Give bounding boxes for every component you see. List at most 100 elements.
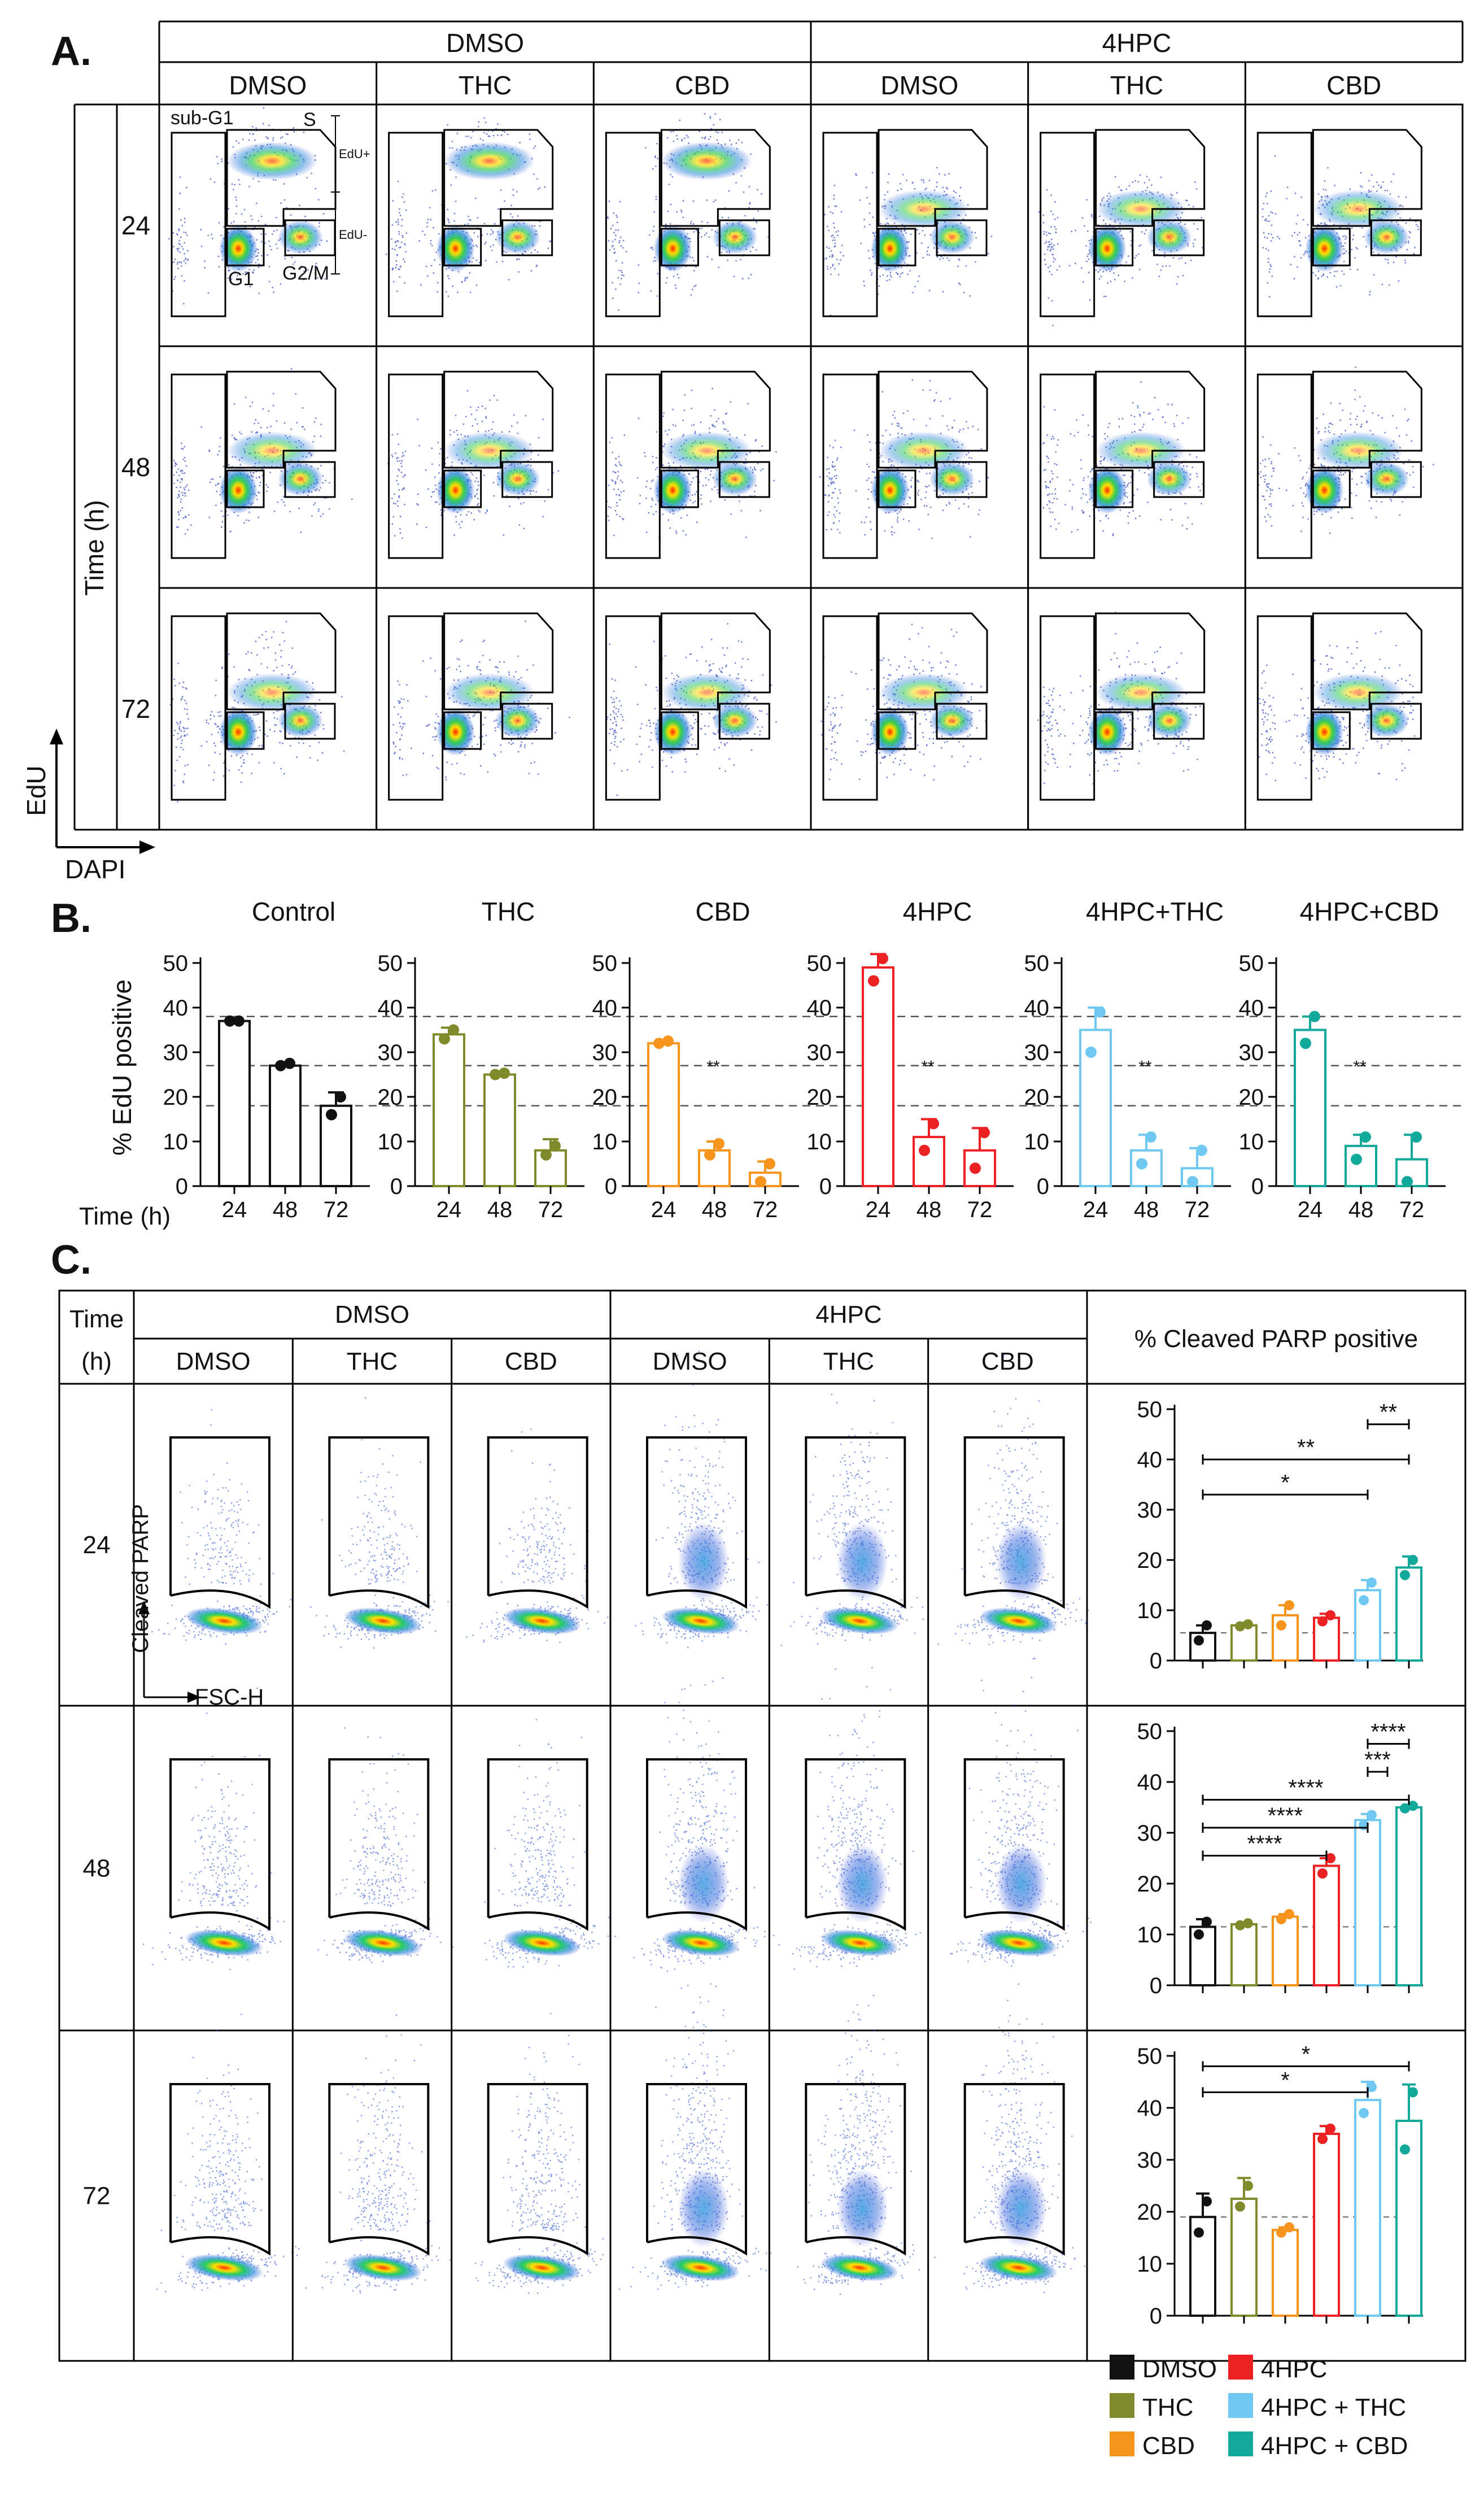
y-tick-label: 30	[1137, 1821, 1163, 1846]
cleaved-parp-gate	[805, 1758, 906, 1931]
data-point	[1367, 2082, 1377, 2093]
y-tick-label: 50	[378, 951, 403, 976]
scatter-dots	[633, 1677, 780, 1970]
debris-density	[343, 1929, 422, 1956]
debris-density	[503, 1607, 582, 1635]
sub-g1-gate	[171, 132, 226, 317]
y-tick-label: 0	[1150, 2304, 1162, 2329]
data-point	[1325, 1610, 1335, 1620]
data-point	[1276, 1620, 1286, 1631]
parp-density	[837, 2169, 888, 2248]
chart-title: 4HPC	[903, 897, 972, 926]
cleaved-parp-gate	[646, 1758, 747, 1931]
y-tick-label: 10	[1239, 1130, 1264, 1154]
data-point	[1194, 1635, 1204, 1646]
treatment-label-cbd: CBD	[1326, 71, 1381, 100]
y-tick-label: 0	[819, 1174, 832, 1199]
g1-gate	[443, 711, 482, 750]
significance-mark: ****	[1247, 1832, 1282, 1857]
y-tick-label: 30	[378, 1040, 403, 1065]
data-point	[326, 1109, 337, 1121]
data-point	[1367, 1810, 1377, 1820]
scatter-dots	[317, 1727, 453, 1963]
s-density	[1313, 190, 1404, 228]
flow-plot-48h-0	[158, 345, 378, 589]
g1-density	[436, 467, 475, 514]
flow-plot-24h-5	[1244, 103, 1464, 347]
y-tick-label: 40	[378, 996, 403, 1021]
flow-plot-48h-3	[810, 345, 1029, 589]
g1-density	[1305, 225, 1344, 272]
s-density	[1313, 432, 1404, 470]
y-tick-label: 20	[1137, 2200, 1163, 2225]
data-point	[970, 1162, 981, 1174]
y-tick-label: 10	[1137, 1923, 1163, 1947]
g1-gate	[443, 228, 482, 267]
s-gate	[226, 612, 337, 711]
data-point	[1351, 1153, 1362, 1165]
scatter-dots	[780, 1361, 924, 1646]
s-density	[227, 432, 317, 470]
data-point	[1359, 1595, 1369, 1606]
g1-gate	[878, 228, 916, 267]
cleaved-parp-gate	[169, 1758, 270, 1931]
scatter-dots	[635, 1350, 768, 1649]
chart-control: Control 0 10 20 30 40 50 24 48 72	[163, 897, 370, 1222]
bar	[1313, 1864, 1340, 1986]
chart-thc: THC 0 10 20 30 40 50 24 48 72	[378, 897, 584, 1222]
g1-density	[871, 708, 909, 756]
data-point	[224, 1015, 235, 1027]
chart-title: CBD	[695, 897, 750, 926]
legend-swatch-4hpc	[1228, 2355, 1253, 2380]
g2m-density	[1146, 220, 1192, 254]
data-point	[1367, 1577, 1377, 1588]
cleaved-parp-gate	[963, 1436, 1065, 1609]
significance-mark: **	[706, 1058, 720, 1077]
debris-density	[661, 1929, 740, 1956]
data-point	[233, 1015, 245, 1027]
sub-g1-gate	[822, 132, 878, 317]
g1-density	[1305, 708, 1344, 756]
y-tick-label: 50	[163, 951, 189, 976]
parp-plot-72h-3	[618, 1962, 772, 2290]
s-density	[661, 432, 752, 470]
gate-label-s: S	[303, 109, 316, 130]
debris-density	[979, 1929, 1058, 1956]
debris-density	[503, 2254, 582, 2281]
data-point	[1243, 1619, 1253, 1629]
g1-gate	[443, 469, 482, 508]
parp-plot-48h-5	[950, 1641, 1092, 1967]
parp-plot-24h-3	[635, 1350, 768, 1649]
treatment-label-dmso: DMSO	[880, 71, 958, 100]
x-tick-label: 24	[1083, 1197, 1108, 1222]
g2m-gate	[284, 703, 336, 740]
sub-g1-gate	[388, 615, 444, 801]
x-tick-label: 48	[273, 1197, 298, 1222]
g2m-density	[1364, 220, 1409, 254]
significance-mark: ***	[1364, 1748, 1391, 1772]
chart-title: THC	[482, 897, 535, 926]
cleaved-parp-gate	[963, 1758, 1065, 1931]
y-tick-label: 50	[1137, 2044, 1163, 2069]
x-tick-label: 24	[651, 1197, 676, 1222]
data-point	[1402, 1176, 1413, 1188]
s-density	[444, 673, 535, 712]
cleaved-parp-gate	[805, 2083, 906, 2256]
bar	[433, 1033, 465, 1188]
g1-density	[436, 708, 475, 756]
sub-g1-gate	[1040, 132, 1095, 317]
y-tick-label: 30	[1024, 1040, 1050, 1065]
parp-plot-72h-1	[305, 2014, 452, 2294]
cleaved-parp-gate	[328, 1436, 430, 1609]
y-tick-label: 20	[592, 1085, 618, 1110]
flow-plot-48h-4	[1027, 345, 1246, 589]
legend-swatch-cbd	[1110, 2431, 1134, 2456]
g2m-gate	[936, 703, 988, 740]
g2m-gate	[718, 219, 770, 256]
parp-plot-48h-4	[792, 1583, 921, 1970]
data-point	[1243, 1918, 1253, 1929]
g1-gate	[1095, 228, 1134, 267]
legend: DMSO 4HPC THC 4HPC + THC CBD 4HPC + CBD	[1110, 2355, 1408, 2460]
data-point	[1360, 1131, 1371, 1143]
parp-plot-72h-4	[797, 1946, 936, 2295]
